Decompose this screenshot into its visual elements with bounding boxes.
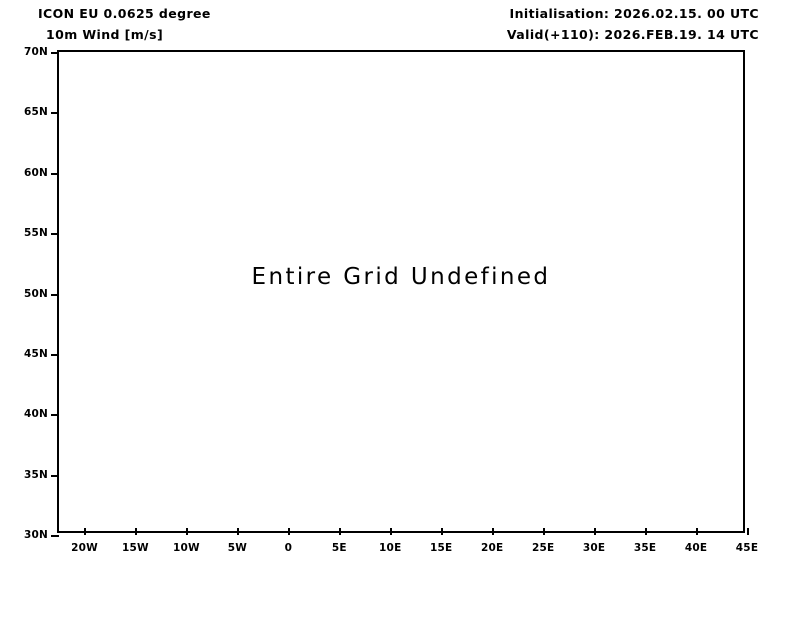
x-axis-tick-mark [84,528,87,535]
y-axis-tick-mark [51,172,59,175]
model-title: ICON EU 0.0625 degree [38,6,211,21]
y-axis-tick-label: 45N [24,347,48,360]
x-axis-tick-label: 5E [331,542,347,554]
x-axis-tick-mark [594,528,597,535]
y-axis-tick-label: 40N [24,408,48,421]
x-axis-tick-mark [390,528,393,535]
x-axis-tick-mark [237,528,240,535]
x-axis-tick-mark [747,528,749,535]
x-axis-tick-label: 10E [379,542,402,554]
grid-undefined-message: Entire Grid Undefined [251,264,551,290]
x-axis-tick-label: 40E [684,542,708,554]
x-axis-tick-label: 0 [284,542,293,554]
x-axis-tick-mark [135,528,138,535]
x-axis-tick-mark [645,528,648,535]
y-axis-tick-label: 50N [24,287,48,300]
x-axis-tick-label: 25E [531,542,555,554]
x-axis-tick-mark [186,528,189,535]
y-axis-tick-mark [51,293,59,296]
x-axis-tick-mark [441,528,444,535]
initialisation-time: Initialisation: 2026.02.15. 00 UTC [509,6,759,21]
x-axis-tick-label: 15W [122,542,149,554]
y-axis-tick-mark [51,474,59,477]
x-axis-tick-mark [288,528,291,535]
y-axis-tick-mark [51,353,59,356]
valid-time: Valid(+110): 2026.FEB.19. 14 UTC [506,27,759,42]
field-title: 10m Wind [m/s] [46,27,164,42]
y-axis-tick-mark [51,535,59,537]
x-axis-tick-mark [339,528,342,535]
x-axis-tick-label: 5W [227,542,248,554]
x-axis-tick-label: 20W [71,542,98,554]
y-axis-tick-label: 60N [24,166,48,179]
x-axis-tick-label: 15E [430,542,453,554]
y-axis-tick-label: 70N [24,46,48,58]
x-axis-tick-label: 35E [633,542,657,554]
x-axis-tick-label: 30E [582,542,606,554]
y-axis-tick-label: 35N [24,468,48,481]
y-axis-tick-mark [51,414,59,417]
x-axis-tick-mark [492,528,495,535]
x-axis-tick-mark [696,528,699,535]
map-plot-frame: Entire Grid Undefined 30N 35N 40N 45N 50N 55N… [24,46,758,554]
y-axis-tick-mark [51,52,59,54]
y-axis-tick-mark [51,233,59,236]
x-axis-tick-mark [543,528,546,535]
x-axis-tick-label: 20E [480,542,504,554]
x-axis-tick-label: 45E [735,542,759,554]
y-axis-tick-label: 30N [24,529,48,541]
y-axis-tick-label: 55N [24,227,48,240]
y-axis-tick-mark [51,112,59,115]
y-axis-tick-label: 65N [24,106,48,119]
x-axis-tick-label: 10W [173,542,200,554]
